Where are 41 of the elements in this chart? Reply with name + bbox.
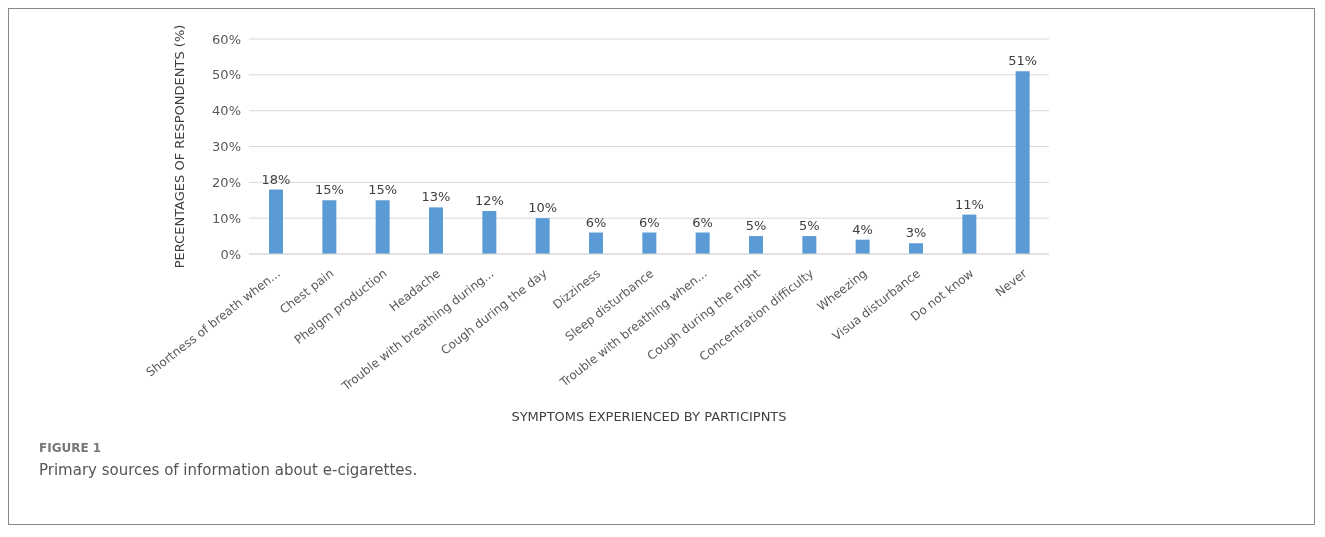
bar xyxy=(322,200,337,254)
bar xyxy=(749,236,763,254)
data-label: 13% xyxy=(421,189,451,205)
bar xyxy=(429,207,443,254)
data-label: 6% xyxy=(692,214,713,230)
bar xyxy=(1015,71,1030,254)
data-label: 5% xyxy=(745,218,767,234)
caption: FIGURE 1 xyxy=(39,441,103,455)
data-label: 18% xyxy=(261,171,291,187)
bar xyxy=(695,232,710,254)
bar xyxy=(482,211,497,254)
y-tick-label: 10% xyxy=(212,210,241,226)
bar xyxy=(855,239,870,254)
data-label: 11% xyxy=(954,196,984,212)
bar xyxy=(642,232,657,254)
y-axis-title: PERCENTAGES OF RESPONDENTS (%) xyxy=(171,24,187,269)
bar xyxy=(909,243,923,254)
text: Primary sources of information about e-cigarettes. xyxy=(39,461,418,479)
y-tick-label: 0% xyxy=(220,246,241,262)
x-axis-title: SYMPTOMS EXPERIENCED BY PARTICIPNTS xyxy=(511,409,787,424)
data-label: 51% xyxy=(1008,53,1038,69)
data-label: 3% xyxy=(905,225,927,241)
y-tick-label: 40% xyxy=(212,103,241,119)
data-label: 10% xyxy=(528,200,558,216)
data-label: 15% xyxy=(314,182,344,198)
data-label: 5% xyxy=(799,218,820,234)
data-label: 15% xyxy=(368,182,398,198)
bar xyxy=(375,200,390,254)
y-tick-label: 30% xyxy=(212,139,241,155)
bar xyxy=(269,189,283,254)
data-label: 6% xyxy=(639,214,660,230)
data-label: 12% xyxy=(474,193,504,208)
y-tick-label: 20% xyxy=(212,174,241,190)
data-label: 4% xyxy=(852,221,873,237)
data-label: 6% xyxy=(585,214,607,230)
bar xyxy=(802,236,817,254)
bar xyxy=(589,232,603,254)
bar xyxy=(535,218,550,254)
y-tick-label: 50% xyxy=(212,67,241,83)
y-tick-label: 60% xyxy=(212,31,241,47)
bar xyxy=(962,214,977,254)
